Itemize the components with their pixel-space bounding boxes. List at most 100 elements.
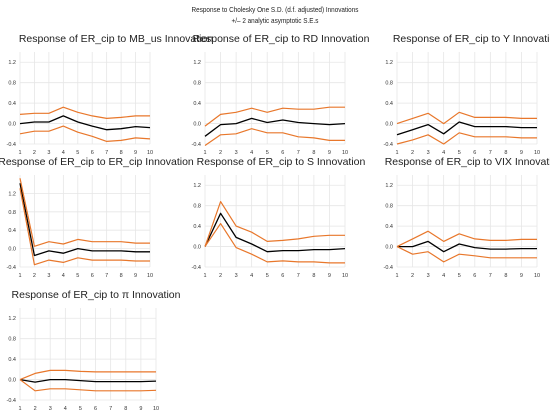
x-tick-label: 4	[250, 150, 253, 156]
y-tick-label: 1.2	[8, 316, 16, 322]
x-tick-label: 6	[91, 150, 94, 156]
x-tick-label: 9	[139, 406, 142, 412]
impulse-response-line	[204, 117, 346, 137]
impulse-response-line	[396, 121, 537, 136]
x-tick-label: 1	[395, 150, 398, 156]
x-tick-label: 8	[312, 150, 315, 156]
y-tick-label: 0.8	[8, 337, 16, 343]
x-tick-label: 1	[203, 150, 206, 156]
x-tick-label: 3	[49, 406, 52, 412]
y-tick-label: 1.2	[385, 60, 393, 66]
impulse-response-line	[19, 378, 157, 383]
y-tick-label: 0.4	[193, 101, 201, 107]
y-tick-label: 0.0	[8, 378, 16, 384]
x-tick-label: 7	[109, 406, 112, 412]
x-tick-label: 3	[235, 150, 238, 156]
x-tick-label: 8	[312, 273, 315, 279]
y-tick-label: 0.8	[8, 210, 16, 216]
confidence-band-upper	[204, 106, 345, 127]
x-tick-label: 1	[203, 273, 206, 279]
y-tick-label: 0.4	[385, 101, 393, 107]
confidence-band-lower	[19, 125, 151, 142]
y-tick-label: -0.4	[7, 265, 16, 271]
y-tick-label: 0.8	[385, 204, 393, 210]
y-tick-label: 0.0	[8, 122, 16, 128]
x-tick-label: 9	[520, 273, 523, 279]
x-tick-label: 6	[91, 273, 94, 279]
confidence-band-upper	[19, 178, 150, 247]
y-tick-label: 1.2	[8, 60, 16, 66]
confidence-band-upper	[19, 106, 150, 120]
x-tick-label: 6	[281, 273, 284, 279]
x-tick-label: 5	[458, 150, 461, 156]
y-tick-label: 0.8	[385, 81, 393, 87]
y-tick-label: 0.4	[8, 357, 16, 363]
y-tick-label: 0.8	[193, 81, 201, 87]
x-tick-label: 3	[427, 273, 430, 279]
x-tick-label: 2	[34, 406, 37, 412]
chart-panel-5: Response of ER_cip to S Innovation -0.4 0.…	[192, 156, 366, 279]
y-tick-label: -0.4	[384, 265, 393, 271]
chart-panel-1: Response of ER_cip to MB_us Innovation -0…	[7, 33, 214, 156]
impulse-response-line	[19, 115, 151, 131]
x-tick-label: 5	[458, 273, 461, 279]
chart-panel-7: Response of ER_cip to π Innovation -0.4 0.…	[7, 289, 181, 412]
chart-title: Response of ER_cip to π Innovation	[12, 289, 181, 301]
chart-title: Response of ER_cip to S Innovation	[197, 156, 366, 168]
y-tick-label: 0.0	[385, 245, 393, 251]
y-tick-label: -0.4	[384, 142, 393, 148]
x-tick-label: 4	[62, 150, 65, 156]
y-tick-label: 0.4	[385, 224, 393, 230]
x-tick-label: 4	[442, 150, 445, 156]
confidence-band-upper	[204, 201, 345, 247]
x-tick-label: 2	[411, 150, 414, 156]
impulse-response-line	[19, 183, 150, 257]
confidence-band-lower	[204, 128, 345, 146]
x-tick-label: 5	[79, 406, 82, 412]
chart-panel-4: Response of ER_cip to ER_cip Innovation -…	[0, 156, 194, 279]
chart-title: Response of ER_cip to VIX Innovation	[385, 156, 550, 168]
x-tick-label: 7	[297, 150, 300, 156]
y-tick-label: 1.2	[193, 60, 201, 66]
x-tick-label: 6	[473, 273, 476, 279]
x-tick-label: 1	[18, 406, 21, 412]
x-tick-label: 6	[473, 150, 476, 156]
y-tick-label: 0.4	[193, 224, 201, 230]
x-tick-label: 5	[266, 273, 269, 279]
y-tick-label: -0.4	[192, 142, 201, 148]
x-tick-label: 3	[47, 150, 50, 156]
figure-subtitle: +/– 2 analytic asymptotic S.E.s	[231, 15, 319, 25]
figure-title: Response to Cholesky One S.D. (d.f. adju…	[191, 5, 359, 14]
figure-header: Response to Cholesky One S.D. (d.f. adju…	[41, 5, 509, 26]
x-tick-label: 2	[33, 150, 36, 156]
x-tick-label: 2	[219, 273, 222, 279]
x-tick-label: 10	[153, 406, 159, 412]
x-tick-label: 4	[442, 273, 445, 279]
x-tick-label: 7	[489, 273, 492, 279]
x-tick-label: 1	[18, 273, 21, 279]
x-tick-label: 1	[18, 150, 21, 156]
x-tick-label: 10	[342, 273, 348, 279]
y-tick-label: 1.2	[8, 191, 16, 197]
chart-title: Response of ER_cip to Y Innovation	[393, 33, 550, 45]
x-tick-label: 8	[124, 406, 127, 412]
x-tick-label: 8	[120, 273, 123, 279]
x-tick-label: 9	[520, 150, 523, 156]
x-tick-label: 3	[235, 273, 238, 279]
x-tick-label: 10	[534, 273, 540, 279]
chart-panel-2: Response of ER_cip to RD Innovation -0.4 0…	[192, 33, 370, 156]
chart-panel-3: Response of ER_cip to Y Innovation -0.4 0.…	[384, 33, 550, 156]
x-tick-label: 3	[47, 273, 50, 279]
x-tick-label: 8	[504, 273, 507, 279]
chart-panel-6: Response of ER_cip to VIX Innovation -0.4…	[384, 156, 550, 279]
confidence-band-lower	[396, 246, 537, 263]
x-tick-label: 7	[105, 150, 108, 156]
y-tick-label: -0.4	[192, 265, 201, 271]
confidence-band-lower	[19, 188, 150, 266]
impulse-response-line	[204, 212, 346, 253]
x-tick-label: 1	[395, 273, 398, 279]
x-tick-label: 2	[33, 273, 36, 279]
y-tick-label: 0.0	[193, 245, 201, 251]
x-tick-label: 9	[134, 150, 137, 156]
